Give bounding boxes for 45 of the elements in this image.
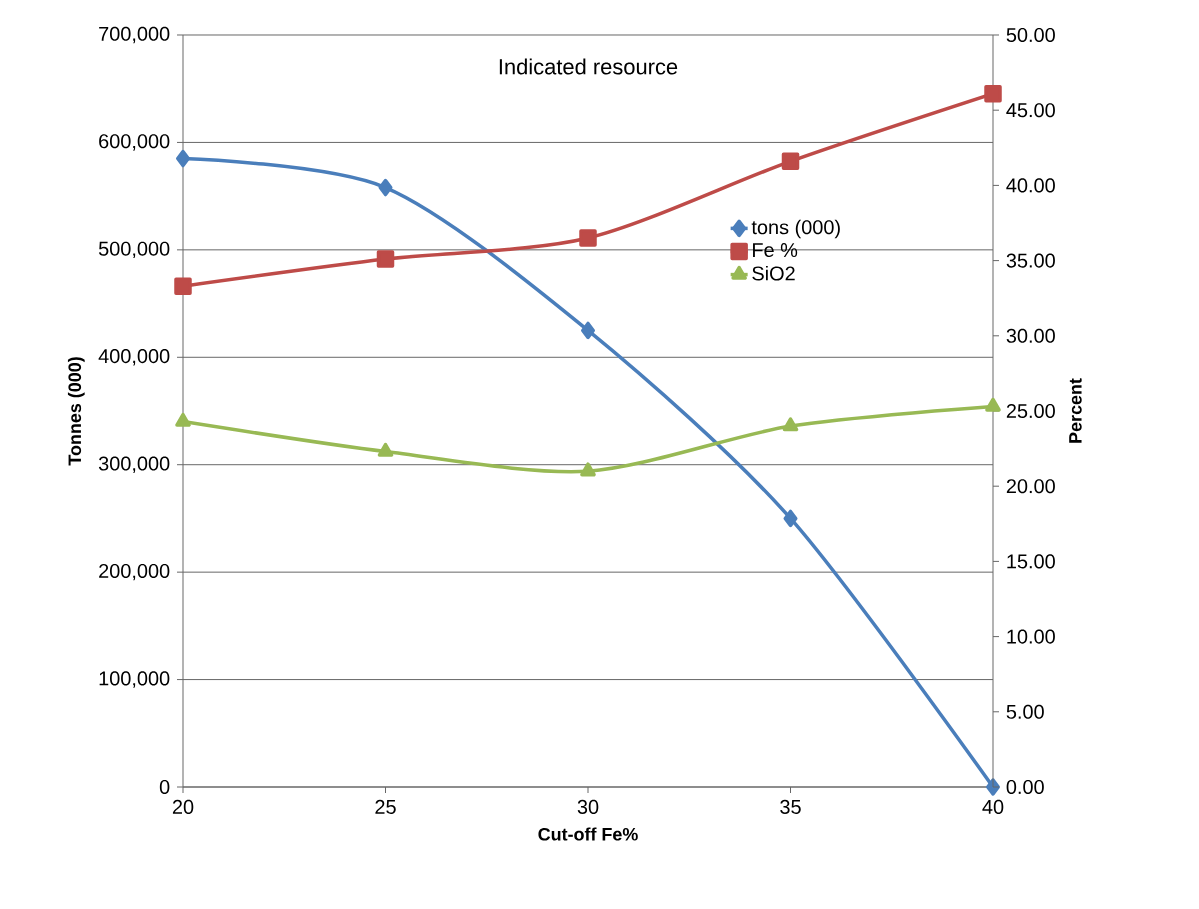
y-tick-label: 700,000 (99, 26, 170, 44)
x-tick-label: 30 (577, 799, 599, 814)
point (376, 250, 395, 268)
point (176, 149, 190, 168)
point (378, 178, 393, 197)
point (377, 442, 394, 457)
y2-tick-label: 35.00 (1006, 253, 1055, 268)
y-tick-label: 600,000 (99, 134, 170, 151)
x-tick-label: 35 (780, 799, 801, 814)
point (579, 229, 597, 247)
point (581, 321, 596, 340)
point (985, 397, 1001, 412)
point (781, 152, 800, 171)
y2-tick-label: 15.00 (1007, 554, 1055, 569)
legend-label: Fe % (753, 243, 798, 258)
y2-tick-label: 45.00 (1006, 103, 1055, 118)
y-tick-label: 0 (159, 779, 170, 795)
text: Indicated resource (499, 58, 678, 75)
y-tick-label: 200,000 (99, 563, 170, 581)
x-axis-title: Cut-off Fe% (538, 827, 638, 841)
y2-tick-label: 25.00 (1006, 403, 1055, 419)
y2-tick-label: 5.00 (1006, 704, 1044, 719)
point (175, 412, 191, 427)
legend-label: tons (000) (751, 219, 840, 239)
point (580, 462, 596, 477)
y-tick-label: 300,000 (98, 456, 170, 473)
x-tick-label: 20 (172, 799, 194, 814)
y2-axis-title: Percent (1069, 378, 1082, 443)
point (984, 84, 1002, 103)
y2-tick-label: 0.00 (1006, 779, 1044, 795)
y-tick-label: 100,000 (99, 671, 170, 688)
legend-label: SiO2 (752, 265, 795, 281)
x-tick-label: 25 (375, 799, 396, 814)
y2-tick-label: 30.00 (1006, 328, 1055, 343)
point (174, 277, 192, 295)
y2-tick-label: 20.00 (1006, 479, 1055, 494)
y2-tick-label: 40.00 (1006, 178, 1055, 193)
y2-tick-label: 10.00 (1007, 629, 1055, 644)
y-tick-label: 400,000 (98, 349, 170, 366)
y-tick-label: 500,000 (98, 241, 170, 259)
x-tick-label: 40 (982, 799, 1004, 814)
point (783, 509, 798, 528)
point (782, 417, 799, 432)
y2-tick-label: 50.00 (1006, 27, 1055, 43)
y-axis-title: Tonnes (000) (67, 357, 85, 466)
